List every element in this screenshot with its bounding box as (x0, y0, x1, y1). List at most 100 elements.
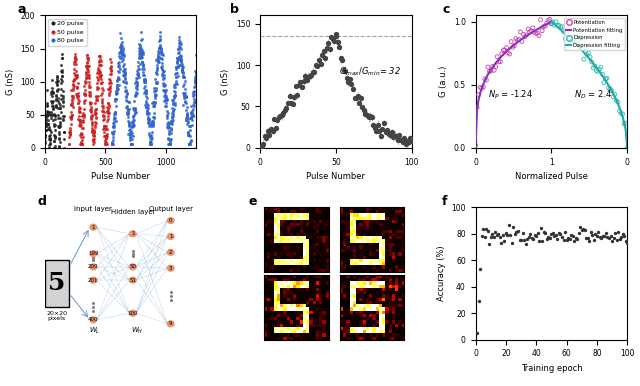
Point (75, 108, 85, 115)
Point (81, 63, 92, 69)
Point (596, 64, 606, 70)
Point (102, 110, 113, 116)
Point (133, 71, 143, 77)
Point (92, 97, 102, 103)
Point (323, 40, 333, 46)
Point (179, 64, 189, 70)
Text: $W_L$: $W_L$ (89, 326, 100, 336)
Point (165, 141, 175, 147)
Point (150, 98, 161, 105)
Point (55, 102, 65, 108)
Point (108, 140, 118, 146)
Point (170, 92, 180, 98)
Point (135, 51, 145, 57)
Point (163, 141, 173, 147)
Point (112, 87, 122, 93)
Point (99, 125, 109, 131)
Point (102, 108, 112, 114)
Point (170, 100, 180, 106)
Point (539, 229, 549, 235)
Text: 20×20
pixels: 20×20 pixels (47, 311, 67, 322)
Point (78, 117, 88, 123)
Point (72, 94, 83, 100)
Point (106, 139, 116, 146)
Point (342, 75, 352, 81)
Point (86, 113, 96, 119)
Point (170, 102, 180, 108)
Point (149, 85, 159, 91)
Point (89, 136, 99, 142)
Point (264, 132, 275, 138)
Point (186, 138, 196, 144)
Point (182, 112, 193, 119)
Point (72, 74, 82, 80)
Point (155, 36, 165, 42)
Point (50, 134, 60, 141)
Point (474, 298, 484, 304)
Point (534, 238, 545, 244)
Point (45, 135, 55, 141)
Point (161, 95, 171, 102)
Point (334, 44, 344, 50)
Point (74, 117, 84, 123)
Point (70, 56, 80, 63)
Point (47, 100, 57, 106)
Point (42, 110, 52, 116)
Point (76, 119, 86, 125)
Point (42, 102, 52, 108)
Point (141, 88, 151, 94)
Point (580, 48, 591, 54)
Point (109, 122, 120, 128)
Point (102, 104, 112, 110)
Point (67, 112, 77, 118)
Point (122, 110, 132, 116)
Circle shape (129, 231, 136, 237)
Point (618, 231, 628, 237)
Point (135, 46, 145, 52)
Point (98, 105, 108, 111)
Point (508, 224, 518, 230)
Point (79, 100, 89, 106)
Point (132, 90, 142, 96)
Point (534, 33, 544, 39)
Point (67, 102, 77, 108)
Point (48, 105, 58, 112)
Point (109, 116, 119, 122)
Point (137, 50, 147, 56)
Point (182, 132, 193, 139)
Point (45, 137, 55, 143)
Point (185, 124, 195, 130)
Point (179, 91, 189, 98)
Point (269, 116, 279, 122)
Point (86, 115, 97, 121)
Point (351, 95, 361, 102)
Point (186, 115, 196, 122)
Point (72, 83, 83, 90)
Point (164, 141, 174, 147)
Point (67, 87, 77, 93)
Point (612, 99, 623, 105)
Point (161, 95, 171, 101)
Point (113, 69, 124, 75)
Point (611, 98, 621, 104)
Point (515, 29, 525, 35)
Point (190, 74, 200, 80)
Point (190, 80, 200, 86)
Point (144, 116, 154, 122)
Point (477, 85, 487, 91)
Point (528, 236, 538, 242)
Point (184, 123, 194, 129)
Point (602, 234, 612, 240)
Point (162, 113, 172, 119)
Point (148, 99, 158, 105)
Point (177, 73, 188, 79)
Point (90, 107, 100, 113)
Point (592, 233, 602, 239)
Point (607, 88, 617, 94)
Point (76, 131, 86, 137)
Point (311, 62, 321, 68)
Point (371, 128, 381, 134)
Point (177, 65, 188, 71)
Point (326, 34, 337, 41)
Point (158, 76, 168, 82)
